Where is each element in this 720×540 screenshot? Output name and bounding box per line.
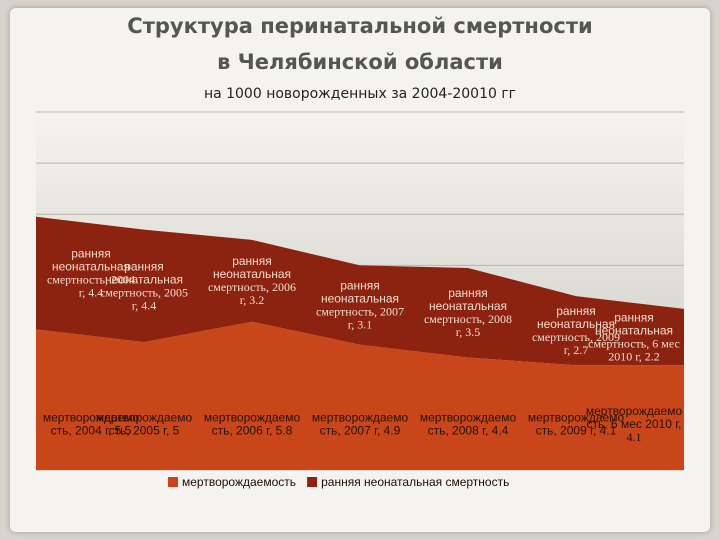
data-label-stillbirth: мертворождаемость, 2004 г, 5.5 bbox=[43, 410, 140, 437]
chart-title-line-2: в Челябинской области bbox=[217, 50, 503, 74]
data-label-early-neonatal-line: смертность, 2009 bbox=[532, 330, 620, 344]
data-label-early-neonatal-line: смертность, 2005 bbox=[100, 285, 188, 299]
data-label-early-neonatal-line: неонатальная bbox=[105, 272, 183, 286]
data-label-early-neonatal-line: г, 4.4 bbox=[132, 298, 157, 312]
data-label-stillbirth-line: мертворождаемо bbox=[528, 410, 625, 424]
data-label-early-neonatal-line: неонатальная bbox=[537, 317, 615, 331]
data-label-early-neonatal-line: неонатальная bbox=[429, 299, 507, 313]
data-label-early-neonatal-line: неонатальная bbox=[321, 291, 399, 305]
data-label-stillbirth-line: 4.1 bbox=[627, 430, 642, 444]
chart-title-line-1: Структура перинатальной смертности bbox=[127, 14, 593, 38]
data-label-stillbirth: мертворождаемость, 2005 г, 5 bbox=[96, 410, 193, 437]
chart-subtitle: на 1000 новорожденных за 2004-20010 гг bbox=[203, 86, 517, 102]
data-label-early-neonatal-line: неонатальная bbox=[52, 260, 130, 274]
data-label-stillbirth-line: мертворождаемо bbox=[96, 410, 193, 424]
data-label-early-neonatal-line: ранняя bbox=[340, 278, 380, 292]
data-label-stillbirth-line: сть, 2008 г, 4.4 bbox=[428, 423, 509, 437]
data-label-stillbirth-line: сть, 2006 г, 5.8 bbox=[212, 423, 293, 437]
data-label-early-neonatal-line: г, 4.4 bbox=[79, 286, 104, 300]
data-label-stillbirth-line: мертворождаемо bbox=[586, 404, 683, 418]
data-label-early-neonatal-line: г, 3.2 bbox=[240, 293, 265, 307]
data-label-stillbirth: мертворождаемость, 2008 г, 4.4 bbox=[420, 410, 517, 437]
area-stillbirth-rate bbox=[36, 321, 684, 470]
data-label-stillbirth-line: сть, 2007 г, 4.9 bbox=[320, 423, 401, 437]
data-label-early-neonatal-line: неонатальная bbox=[213, 267, 291, 281]
data-label-stillbirth-line: сть, 2004 г, 5.5 bbox=[51, 423, 132, 437]
data-label-early-neonatal-line: г, 2.7 bbox=[564, 343, 589, 357]
data-label-early-neonatal-line: ранняя bbox=[232, 254, 272, 268]
data-label-stillbirth-line: сть, 6 мес 2010 г, bbox=[587, 417, 682, 431]
data-label-early-neonatal-line: ранняя bbox=[124, 259, 164, 273]
data-label-stillbirth-line: сть, 2009 г, 4.1 bbox=[536, 423, 617, 437]
data-label-early-neonatal-line: ранняя bbox=[614, 310, 654, 324]
data-label-stillbirth: мертворождаемость, 6 мес 2010 г,4.1 bbox=[586, 404, 683, 444]
legend-swatch bbox=[307, 477, 318, 487]
area-early-neonatal-mortality bbox=[36, 216, 684, 366]
data-label-stillbirth-line: мертворождаемо bbox=[204, 410, 301, 424]
data-label-early-neonatal-line: ранняя bbox=[556, 304, 596, 318]
data-label-early-neonatal-line: смертность, 2006 bbox=[208, 280, 296, 294]
data-label-stillbirth: мертворождаемость, 2006 г, 5.8 bbox=[204, 410, 301, 437]
data-label-early-neonatal-line: г, 3.1 bbox=[348, 317, 373, 331]
data-label-stillbirth-line: мертворождаемо bbox=[312, 410, 409, 424]
data-label-early-neonatal-line: ранняя bbox=[448, 286, 488, 300]
data-label-stillbirth: мертворождаемость, 2009 г, 4.1 bbox=[528, 410, 625, 437]
data-label-early-neonatal-line: неонатальная bbox=[595, 323, 673, 337]
data-label-early-neonatal-line: смертность, 6 мес bbox=[588, 336, 680, 350]
data-label-stillbirth-line: мертворождаемо bbox=[43, 410, 140, 424]
data-label-stillbirth: мертворождаемость, 2007 г, 4.9 bbox=[312, 410, 409, 437]
data-label-early-neonatal-line: 2010 г, 2.2 bbox=[608, 349, 660, 363]
legend-label: ранняя неонатальная смертность bbox=[321, 475, 509, 489]
data-label-early-neonatal-line: смертность, 2007 bbox=[316, 304, 404, 318]
legend-label: мертворождаемость bbox=[182, 475, 296, 489]
data-label-early-neonatal-line: ранняя bbox=[71, 247, 111, 261]
data-label-early-neonatal-line: г, 3.5 bbox=[456, 325, 481, 339]
area-series bbox=[36, 216, 684, 470]
legend-swatch bbox=[168, 477, 178, 487]
data-label-stillbirth-line: сть, 2005 г, 5 bbox=[109, 423, 180, 437]
legend: мертворождаемость ранняя неонатальная сме… bbox=[168, 475, 509, 489]
data-label-early-neonatal-line: смертность, 2004 bbox=[47, 273, 135, 287]
data-label-early-neonatal-line: смертность, 2008 bbox=[424, 312, 512, 326]
data-label-stillbirth-line: мертворождаемо bbox=[420, 410, 517, 424]
